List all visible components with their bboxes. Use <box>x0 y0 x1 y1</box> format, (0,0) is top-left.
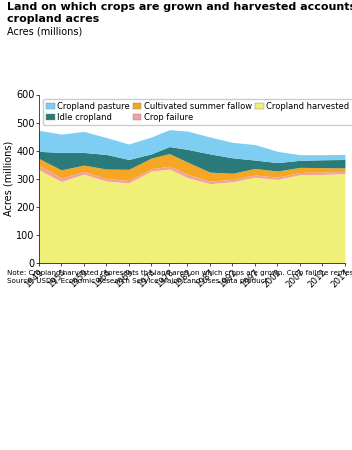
Y-axis label: Acres (millions): Acres (millions) <box>3 141 13 216</box>
Text: Note: Cropland harvested represents the land area on which crops are grown. Crop: Note: Cropland harvested represents the … <box>7 270 352 284</box>
Text: Land on which crops are grown and harvested accounts for most: Land on which crops are grown and harves… <box>7 2 352 12</box>
Text: Acres (millions): Acres (millions) <box>7 27 82 37</box>
Text: cropland acres: cropland acres <box>7 14 99 24</box>
Legend: Cropland pasture, Idle cropland, Cultivated summer fallow, Crop failure, Croplan: Cropland pasture, Idle cropland, Cultiva… <box>43 99 352 125</box>
